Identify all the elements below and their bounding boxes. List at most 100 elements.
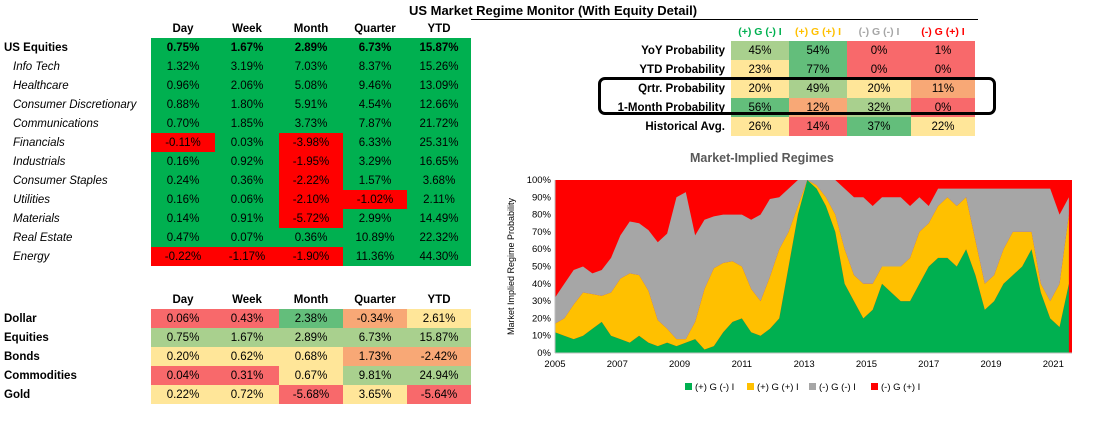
value-cell: 13.09% (407, 76, 471, 95)
value-cell: 0.75% (151, 38, 215, 57)
row-label-communications: Communications (13, 117, 99, 130)
value-cell: 7.87% (343, 114, 407, 133)
header-spacer (0, 290, 151, 309)
value-cell: -5.68% (279, 385, 343, 404)
y-axis-label: Market Implied Regime Probability (506, 197, 516, 335)
value-cell: 3.29% (343, 152, 407, 171)
y-tick-label: 100% (527, 175, 552, 186)
value-cell: 2.89% (279, 38, 343, 57)
value-cell: -0.34% (343, 309, 407, 328)
value-cell: 23% (731, 60, 789, 79)
value-cell: -0.22% (151, 247, 215, 266)
value-cell: 1% (911, 41, 975, 60)
value-cell: 0.03% (215, 133, 279, 152)
value-cell: 20% (731, 79, 789, 98)
value-cell: 0.36% (215, 171, 279, 190)
table-row: Healthcare 0.96% 2.06% 5.08% 9.46% 13.09% (0, 76, 471, 95)
value-cell: 0.36% (279, 228, 343, 247)
value-cell: 2.11% (407, 190, 471, 209)
column-header-day: Day (151, 19, 215, 38)
value-cell: 3.73% (279, 114, 343, 133)
row-label-energy: Energy (13, 250, 50, 263)
legend-label: (-) G (+) I (881, 382, 920, 393)
table-row: Equities 0.75% 1.67% 2.89% 6.73% 15.87% (0, 328, 471, 347)
x-tick-label: 2019 (980, 359, 1001, 370)
value-cell: 0.06% (151, 309, 215, 328)
value-cell: 24.94% (407, 366, 471, 385)
value-cell: 0.92% (215, 152, 279, 171)
y-tick-label: 20% (532, 313, 552, 324)
value-cell: -1.17% (215, 247, 279, 266)
value-cell: 3.65% (343, 385, 407, 404)
highlight-box (598, 77, 996, 115)
table-row: YTD Probability 23% 77% 0% 0% (598, 60, 975, 79)
table-row: Commodities 0.04% 0.31% 0.67% 9.81% 24.94% (0, 366, 471, 385)
value-cell: 0.67% (279, 366, 343, 385)
value-cell: 10.89% (343, 228, 407, 247)
value-cell: -1.02% (343, 190, 407, 209)
column-header-g-i: (-) G (+) I (911, 22, 975, 41)
table-row: Materials 0.14% 0.91% -5.72% 2.99% 14.49% (0, 209, 471, 228)
value-cell: 4.54% (343, 95, 407, 114)
table-row: Bonds 0.20% 0.62% 0.68% 1.73% -2.42% (0, 347, 471, 366)
column-header-week: Week (215, 290, 279, 309)
series-area-neg-growth-neg-inflation (555, 180, 1069, 340)
equities-header-row: Day Week Month Quarter YTD (0, 19, 471, 38)
value-cell: 8.37% (343, 57, 407, 76)
value-cell: 0.24% (151, 171, 215, 190)
x-tick-label: 2005 (544, 359, 565, 370)
value-cell: 0.31% (215, 366, 279, 385)
legend-swatch (685, 383, 692, 390)
value-cell: 7.03% (279, 57, 343, 76)
value-cell: 44.30% (407, 247, 471, 266)
value-cell: 22% (911, 117, 975, 136)
value-cell: -0.11% (151, 133, 215, 152)
row-label-historical-avg: Historical Avg. (645, 120, 725, 133)
value-cell: 77% (789, 60, 847, 79)
table-row: YoY Probability 45% 54% 0% 1% (598, 41, 975, 60)
column-header-ytd: YTD (407, 19, 471, 38)
y-tick-label: 50% (532, 262, 552, 273)
table-row: Consumer Staples 0.24% 0.36% -2.22% 1.57% 3.6… (0, 171, 471, 190)
value-cell: 0.20% (151, 347, 215, 366)
value-cell: 11% (911, 79, 975, 98)
table-row: Qrtr. Probability 20% 49% 20% 11% (598, 79, 975, 98)
series-area-pos-growth-neg-inflation (555, 180, 1069, 353)
x-tick-label: 2021 (1043, 359, 1064, 370)
assets-header-row: Day Week Month Quarter YTD (0, 290, 471, 309)
value-cell: 21.72% (407, 114, 471, 133)
row-label-real-estate: Real Estate (13, 231, 73, 244)
value-cell: 0% (847, 60, 911, 79)
x-tick-label: 2015 (856, 359, 877, 370)
row-label-consumer-staples: Consumer Staples (13, 174, 108, 187)
market-implied-regimes-chart: 0% 10% 20% 30% 40% 50% 60% 70% 80% 90% 100% 2005 200… (506, 175, 1072, 393)
y-tick-label: 90% (532, 192, 552, 203)
x-tick-label: 2017 (918, 359, 939, 370)
table-row: Info Tech 1.32% 3.19% 7.03% 8.37% 15.26% (0, 57, 471, 76)
value-cell: 2.99% (343, 209, 407, 228)
y-tick-label: 30% (532, 296, 552, 307)
row-label-equities: Equities (4, 331, 49, 344)
value-cell: -2.22% (279, 171, 343, 190)
row-label-ytd-probability: YTD Probability (639, 63, 725, 76)
value-cell: 3.19% (215, 57, 279, 76)
column-header-g-i: (+) G (-) I (731, 22, 789, 41)
value-cell: 1.67% (215, 328, 279, 347)
legend-swatch (809, 383, 816, 390)
value-cell: 0.70% (151, 114, 215, 133)
value-cell: 11.36% (343, 247, 407, 266)
value-cell: 0.07% (215, 228, 279, 247)
value-cell: 0.91% (215, 209, 279, 228)
value-cell: 0.06% (215, 190, 279, 209)
value-cell: 14% (789, 117, 847, 136)
legend-label: (+) G (+) I (757, 382, 799, 393)
value-cell: 6.33% (343, 133, 407, 152)
row-label-gold: Gold (4, 388, 31, 401)
table-row: Energy -0.22% -1.17% -1.90% 11.36% 44.30% (0, 247, 471, 266)
table-row: Consumer Discretionary 0.88% 1.80% 5.91% 4.5… (0, 95, 471, 114)
column-header-quarter: Quarter (343, 290, 407, 309)
y-tick-label: 0% (537, 348, 551, 359)
value-cell: -5.72% (279, 209, 343, 228)
assets-table: Day Week Month Quarter YTD Dollar 0.06% 0.43% 2… (0, 290, 471, 404)
value-cell: -5.64% (407, 385, 471, 404)
